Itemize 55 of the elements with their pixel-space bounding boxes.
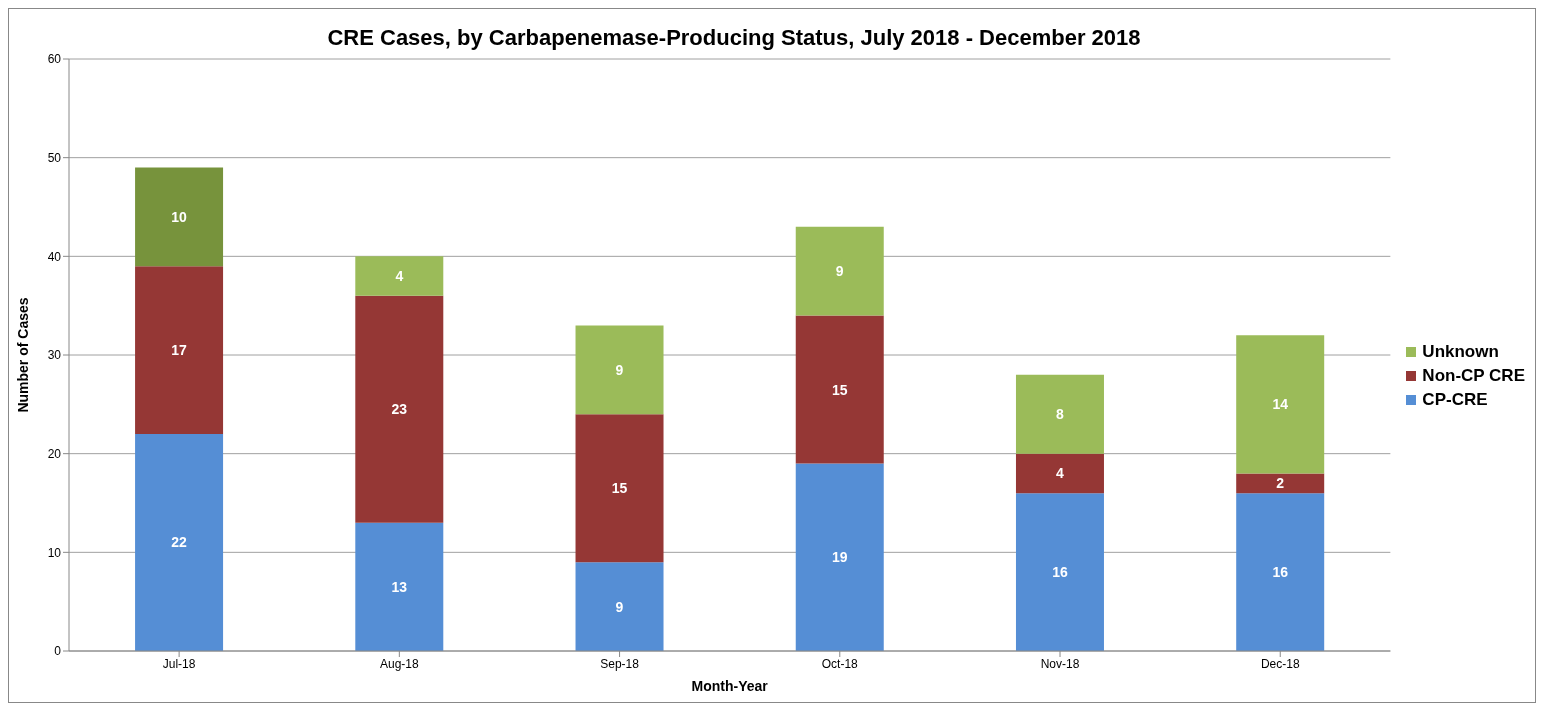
y-tick-label: 40 — [47, 249, 62, 264]
bar — [1015, 493, 1104, 651]
y-tick-label: 0 — [54, 644, 62, 659]
data-label: 2 — [1276, 475, 1285, 492]
x-tick-label: Sep-18 — [600, 656, 640, 671]
y-tick-label: 10 — [47, 545, 62, 560]
y-tick-label: 30 — [47, 348, 62, 363]
bar — [575, 325, 664, 415]
data-label: 14 — [1272, 396, 1289, 413]
bar — [1236, 493, 1325, 651]
legend-label: Unknown — [1422, 342, 1499, 362]
bar — [795, 463, 884, 651]
x-axis-title: Month-Year — [691, 678, 769, 694]
y-axis-title: Number of Cases — [14, 297, 31, 413]
data-label: 16 — [1272, 564, 1289, 581]
data-label: 9 — [835, 263, 844, 280]
bar — [355, 522, 444, 651]
legend-label: CP-CRE — [1422, 390, 1488, 410]
bar — [135, 266, 224, 434]
bar — [575, 562, 664, 651]
data-label: 19 — [831, 549, 848, 566]
y-tick-label: 50 — [47, 150, 62, 165]
data-label: 15 — [611, 480, 628, 497]
data-label: 4 — [1056, 465, 1065, 482]
bar — [1015, 453, 1104, 494]
bar — [355, 295, 444, 523]
data-label: 15 — [831, 381, 848, 398]
chart-title: CRE Cases, by Carbapenemase-Producing Status, July 2018 - December 2018 — [326, 24, 1142, 51]
y-tick-label: 60 — [47, 52, 62, 67]
bar — [575, 414, 664, 563]
bar — [135, 433, 224, 651]
y-tick-label: 20 — [47, 446, 62, 461]
x-tick-label: Aug-18 — [379, 656, 420, 671]
data-label: 16 — [1052, 564, 1068, 581]
data-label: 13 — [391, 578, 408, 595]
data-label: 17 — [171, 342, 188, 359]
x-tick-label: Oct-18 — [821, 656, 859, 671]
bar — [135, 167, 224, 267]
data-label: 8 — [1056, 406, 1065, 423]
data-label: 10 — [171, 208, 188, 225]
bar — [795, 315, 884, 464]
bar — [795, 226, 884, 316]
x-tick-label: Nov-18 — [1040, 656, 1080, 671]
x-tick-label: Jul-18 — [162, 656, 196, 671]
data-label: 9 — [615, 598, 624, 615]
data-label: 23 — [391, 401, 408, 418]
bar — [1015, 374, 1104, 454]
bar — [355, 256, 444, 296]
legend-label: Non-CP CRE — [1422, 366, 1525, 386]
bar — [1236, 335, 1325, 474]
data-label: 9 — [615, 361, 624, 378]
bar — [1236, 473, 1325, 494]
x-tick-label: Dec-18 — [1260, 656, 1300, 671]
data-label: 4 — [395, 268, 404, 285]
data-label: 22 — [171, 534, 188, 551]
